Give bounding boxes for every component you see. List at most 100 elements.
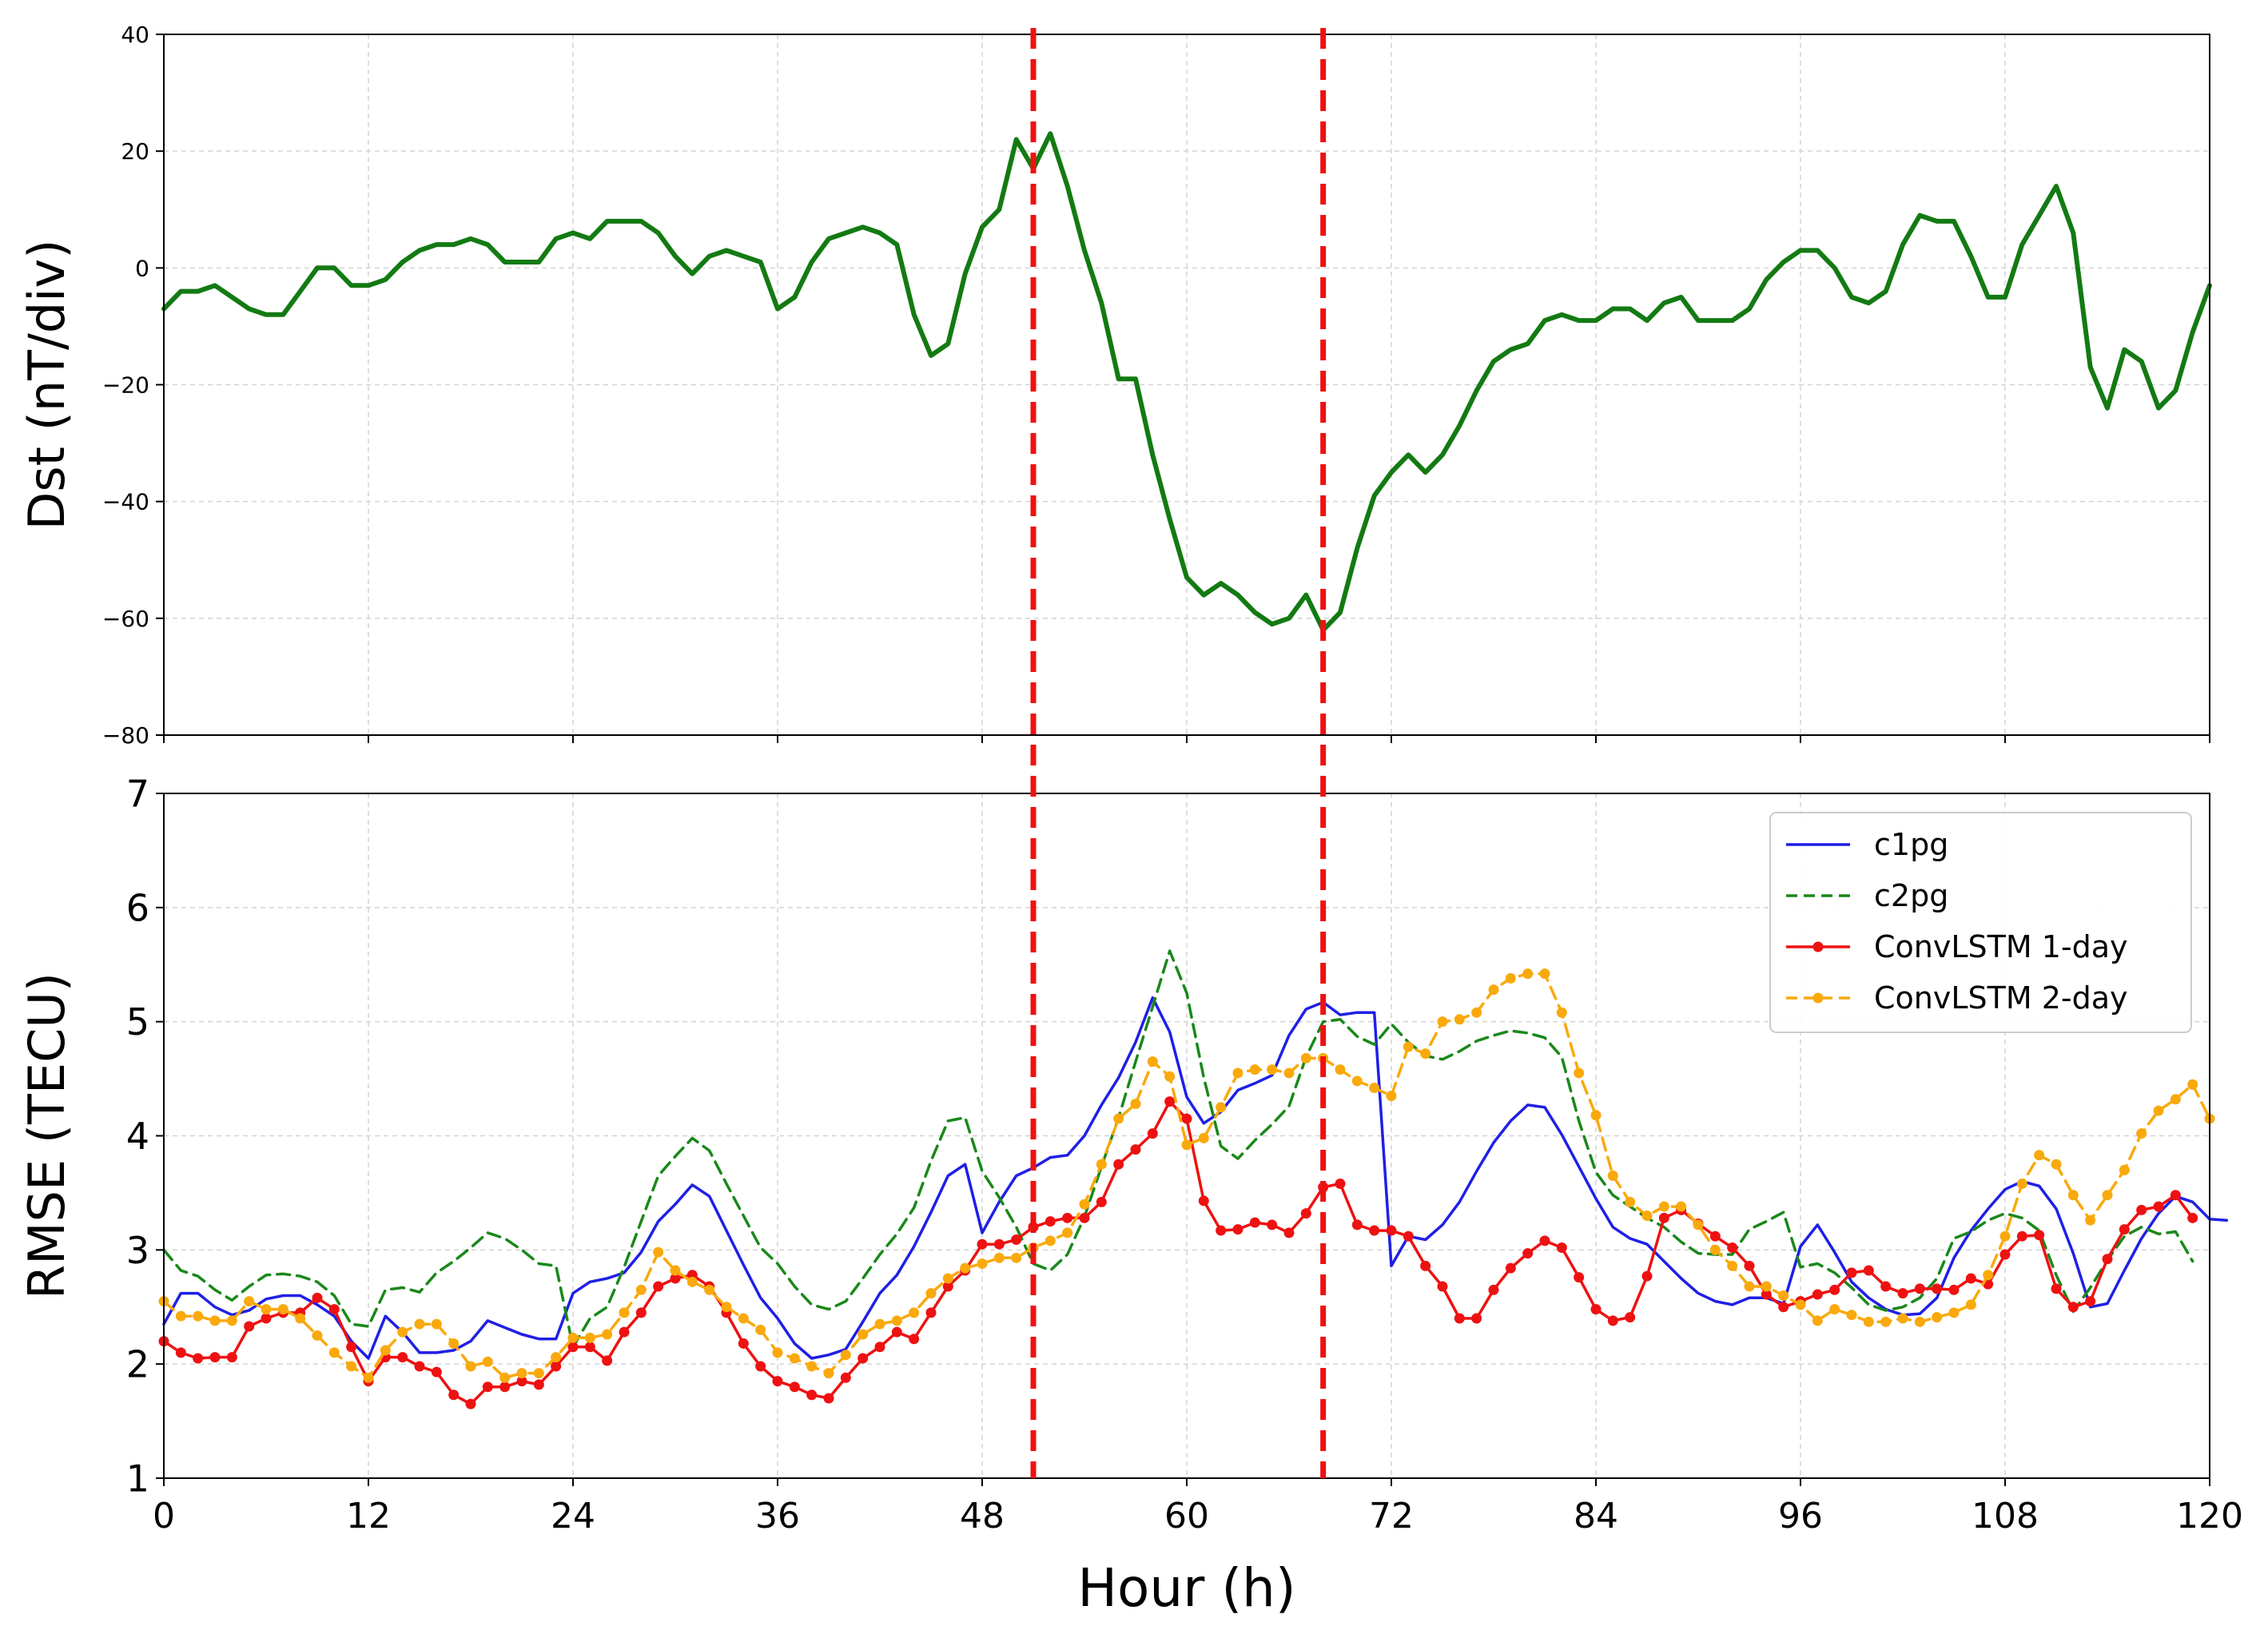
data-point	[1079, 1212, 1090, 1223]
data-point	[1198, 1132, 1209, 1143]
legend-label: c1pg	[1874, 827, 1948, 862]
data-point	[619, 1326, 630, 1338]
data-point	[244, 1321, 255, 1332]
data-point	[1505, 1262, 1516, 1274]
data-point	[909, 1334, 920, 1345]
data-point	[1914, 1283, 1925, 1294]
data-point	[840, 1350, 851, 1361]
data-point	[1420, 1260, 1431, 1271]
data-point	[1693, 1219, 1704, 1230]
y-tick-label: −60	[102, 606, 149, 632]
data-point	[1386, 1091, 1397, 1102]
data-point	[1863, 1316, 1874, 1327]
data-point	[738, 1313, 749, 1324]
data-point	[175, 1347, 186, 1358]
data-point	[1044, 1216, 1056, 1227]
data-point	[1471, 1313, 1482, 1324]
data-point	[1778, 1302, 1789, 1313]
data-point	[1641, 1210, 1653, 1221]
data-point	[2170, 1094, 2181, 1105]
data-point	[874, 1318, 885, 1330]
x-axis-label: Hour (h)	[1077, 1557, 1295, 1619]
data-point	[602, 1355, 613, 1366]
legend-marker	[1812, 941, 1824, 952]
data-point	[1147, 1128, 1158, 1139]
data-point	[925, 1288, 937, 1299]
data-point	[823, 1393, 834, 1404]
x-tick-label: 48	[960, 1496, 1005, 1537]
data-point	[635, 1284, 647, 1295]
legend-label: ConvLSTM 2-day	[1874, 980, 2128, 1016]
data-point	[499, 1382, 511, 1393]
data-point	[1216, 1225, 1227, 1236]
data-point	[1488, 984, 1499, 996]
data-point	[977, 1238, 988, 1250]
data-point	[1130, 1144, 1141, 1155]
data-point	[1999, 1230, 2011, 1242]
data-point	[1351, 1219, 1363, 1230]
data-point	[516, 1368, 527, 1379]
data-point	[1216, 1102, 1227, 1113]
data-point	[1590, 1110, 1602, 1121]
data-point	[1932, 1312, 1943, 1323]
y-tick-label: 6	[126, 886, 149, 929]
data-point	[1625, 1312, 1636, 1323]
series-line-dst	[161, 131, 2212, 633]
data-point	[1181, 1139, 1192, 1151]
data-point	[209, 1315, 221, 1326]
data-point	[1505, 972, 1516, 984]
data-point	[738, 1338, 749, 1349]
data-point	[721, 1302, 732, 1313]
x-tick-label: 84	[1574, 1496, 1618, 1537]
data-point	[1880, 1316, 1892, 1327]
legend: c1pg c2pg ConvLSTM 1-day ConvLSTM 2-day	[1769, 812, 2192, 1033]
data-point	[1625, 1196, 1636, 1207]
data-point	[1283, 1067, 1295, 1079]
data-point	[226, 1315, 237, 1326]
data-point	[857, 1353, 869, 1364]
data-point	[533, 1379, 544, 1390]
data-point	[1164, 1096, 1176, 1107]
data-point	[1232, 1224, 1243, 1235]
data-point	[772, 1376, 783, 1387]
data-point	[1846, 1267, 1857, 1278]
data-point	[312, 1292, 323, 1303]
data-point	[1044, 1235, 1056, 1246]
data-point	[1164, 1071, 1176, 1082]
data-point	[635, 1307, 647, 1318]
data-point	[363, 1372, 374, 1383]
data-point	[1079, 1199, 1090, 1210]
data-point	[1727, 1242, 1738, 1253]
data-point	[704, 1284, 715, 1295]
data-point	[1932, 1283, 1943, 1294]
y-tick-label: −80	[102, 722, 149, 749]
data-point	[2067, 1302, 2079, 1313]
data-point	[1011, 1252, 1022, 1263]
data-point	[414, 1318, 425, 1330]
data-point	[193, 1310, 204, 1322]
data-point	[1880, 1281, 1892, 1292]
data-point	[277, 1304, 288, 1315]
data-point	[823, 1368, 834, 1379]
data-point	[1829, 1304, 1840, 1315]
data-point	[1676, 1201, 1687, 1212]
data-point	[1522, 968, 1534, 980]
data-point	[1249, 1217, 1260, 1228]
data-point	[2170, 1190, 2181, 1201]
data-point	[755, 1361, 766, 1372]
data-point	[1369, 1225, 1380, 1236]
x-tick-label: 12	[346, 1496, 391, 1537]
data-point	[244, 1296, 255, 1307]
data-point	[1249, 1064, 1260, 1075]
data-point	[1914, 1316, 1925, 1327]
data-point	[1709, 1244, 1721, 1255]
data-point	[2034, 1150, 2045, 1161]
data-point	[431, 1366, 442, 1378]
data-point	[1812, 1289, 1823, 1300]
data-point	[1607, 1315, 1618, 1326]
data-point	[1897, 1313, 1908, 1324]
data-point	[414, 1361, 425, 1372]
data-point	[448, 1389, 460, 1401]
